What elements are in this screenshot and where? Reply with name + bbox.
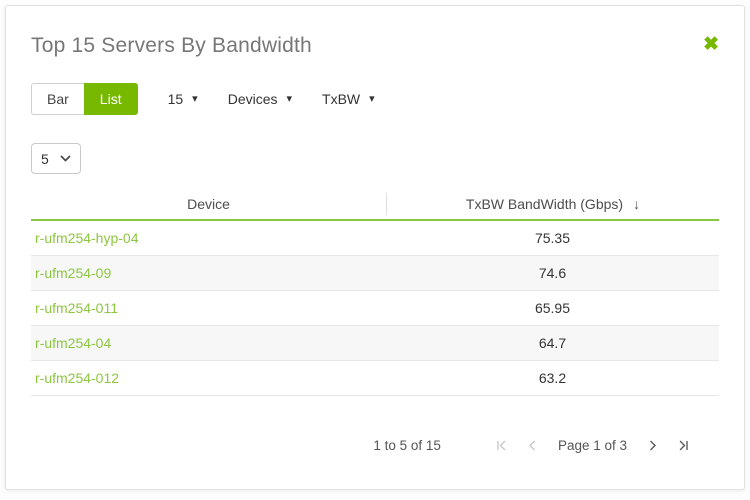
pagination-range-text: 1 to 5 of 15 (373, 438, 441, 453)
txbw-column-label: TxBW BandWidth (Gbps) (465, 195, 624, 212)
table-row: r-ufm254-011 65.95 (31, 291, 719, 326)
txbw-value: 63.2 (538, 370, 567, 386)
servers-table: Device TxBW BandWidth (Gbps) ↓ r-ufm254-… (31, 188, 719, 396)
bar-view-button[interactable]: Bar (31, 83, 84, 115)
last-page-icon[interactable] (677, 439, 690, 452)
txbw-column-header[interactable]: TxBW BandWidth (Gbps) ↓ (386, 192, 719, 215)
txbw-value: 65.95 (534, 300, 571, 316)
device-link[interactable]: r-ufm254-012 (35, 370, 120, 386)
table-row: r-ufm254-hyp-04 75.35 (31, 221, 719, 256)
table-header-row: Device TxBW BandWidth (Gbps) ↓ (31, 188, 719, 221)
metric-dropdown[interactable]: TxBW ▾ (322, 91, 375, 107)
next-page-icon[interactable] (646, 439, 659, 452)
txbw-value: 74.6 (538, 265, 567, 281)
panel-title: Top 15 Servers By Bandwidth (31, 34, 312, 57)
prev-page-icon[interactable] (526, 439, 539, 452)
device-link[interactable]: r-ufm254-04 (35, 335, 112, 351)
page-size-value: 5 (41, 150, 49, 167)
count-dropdown-label: 15 (167, 91, 184, 107)
sort-desc-icon: ↓ (633, 195, 641, 212)
count-dropdown[interactable]: 15 ▾ (168, 91, 198, 107)
page-size-select[interactable]: 5 (31, 143, 81, 174)
caret-down-icon: ▾ (369, 92, 375, 105)
panel-header: Top 15 Servers By Bandwidth ✖ (31, 34, 719, 58)
table-body: r-ufm254-hyp-04 75.35 r-ufm254-09 74.6 r… (31, 221, 719, 396)
txbw-value: 75.35 (534, 230, 571, 246)
table-row: r-ufm254-04 64.7 (31, 326, 719, 361)
chevron-down-icon (60, 155, 71, 162)
list-view-button[interactable]: List (83, 83, 138, 115)
device-link[interactable]: r-ufm254-011 (35, 300, 119, 316)
category-dropdown-label: Devices (227, 91, 278, 107)
close-icon[interactable]: ✖ (703, 34, 719, 55)
txbw-value: 64.7 (538, 335, 567, 351)
device-link[interactable]: r-ufm254-hyp-04 (35, 230, 139, 246)
metric-dropdown-label: TxBW (322, 91, 361, 107)
caret-down-icon: ▾ (286, 92, 293, 105)
controls-row: Bar List 15 ▾ Devices ▾ TxBW ▾ (31, 83, 719, 115)
pagination-bar: 1 to 5 of 15 Page 1 of 3 (31, 438, 719, 453)
top-servers-panel: Top 15 Servers By Bandwidth ✖ Bar List 1… (5, 5, 745, 490)
first-page-icon[interactable] (495, 439, 508, 452)
table-row: r-ufm254-012 63.2 (31, 361, 719, 396)
caret-down-icon: ▾ (192, 92, 198, 105)
device-column-header[interactable]: Device (187, 195, 230, 212)
device-link[interactable]: r-ufm254-09 (35, 265, 112, 281)
view-toggle-group: Bar List (31, 83, 138, 115)
pagination-page-text: Page 1 of 3 (557, 438, 627, 453)
category-dropdown[interactable]: Devices ▾ (228, 91, 292, 107)
table-row: r-ufm254-09 74.6 (31, 256, 719, 291)
